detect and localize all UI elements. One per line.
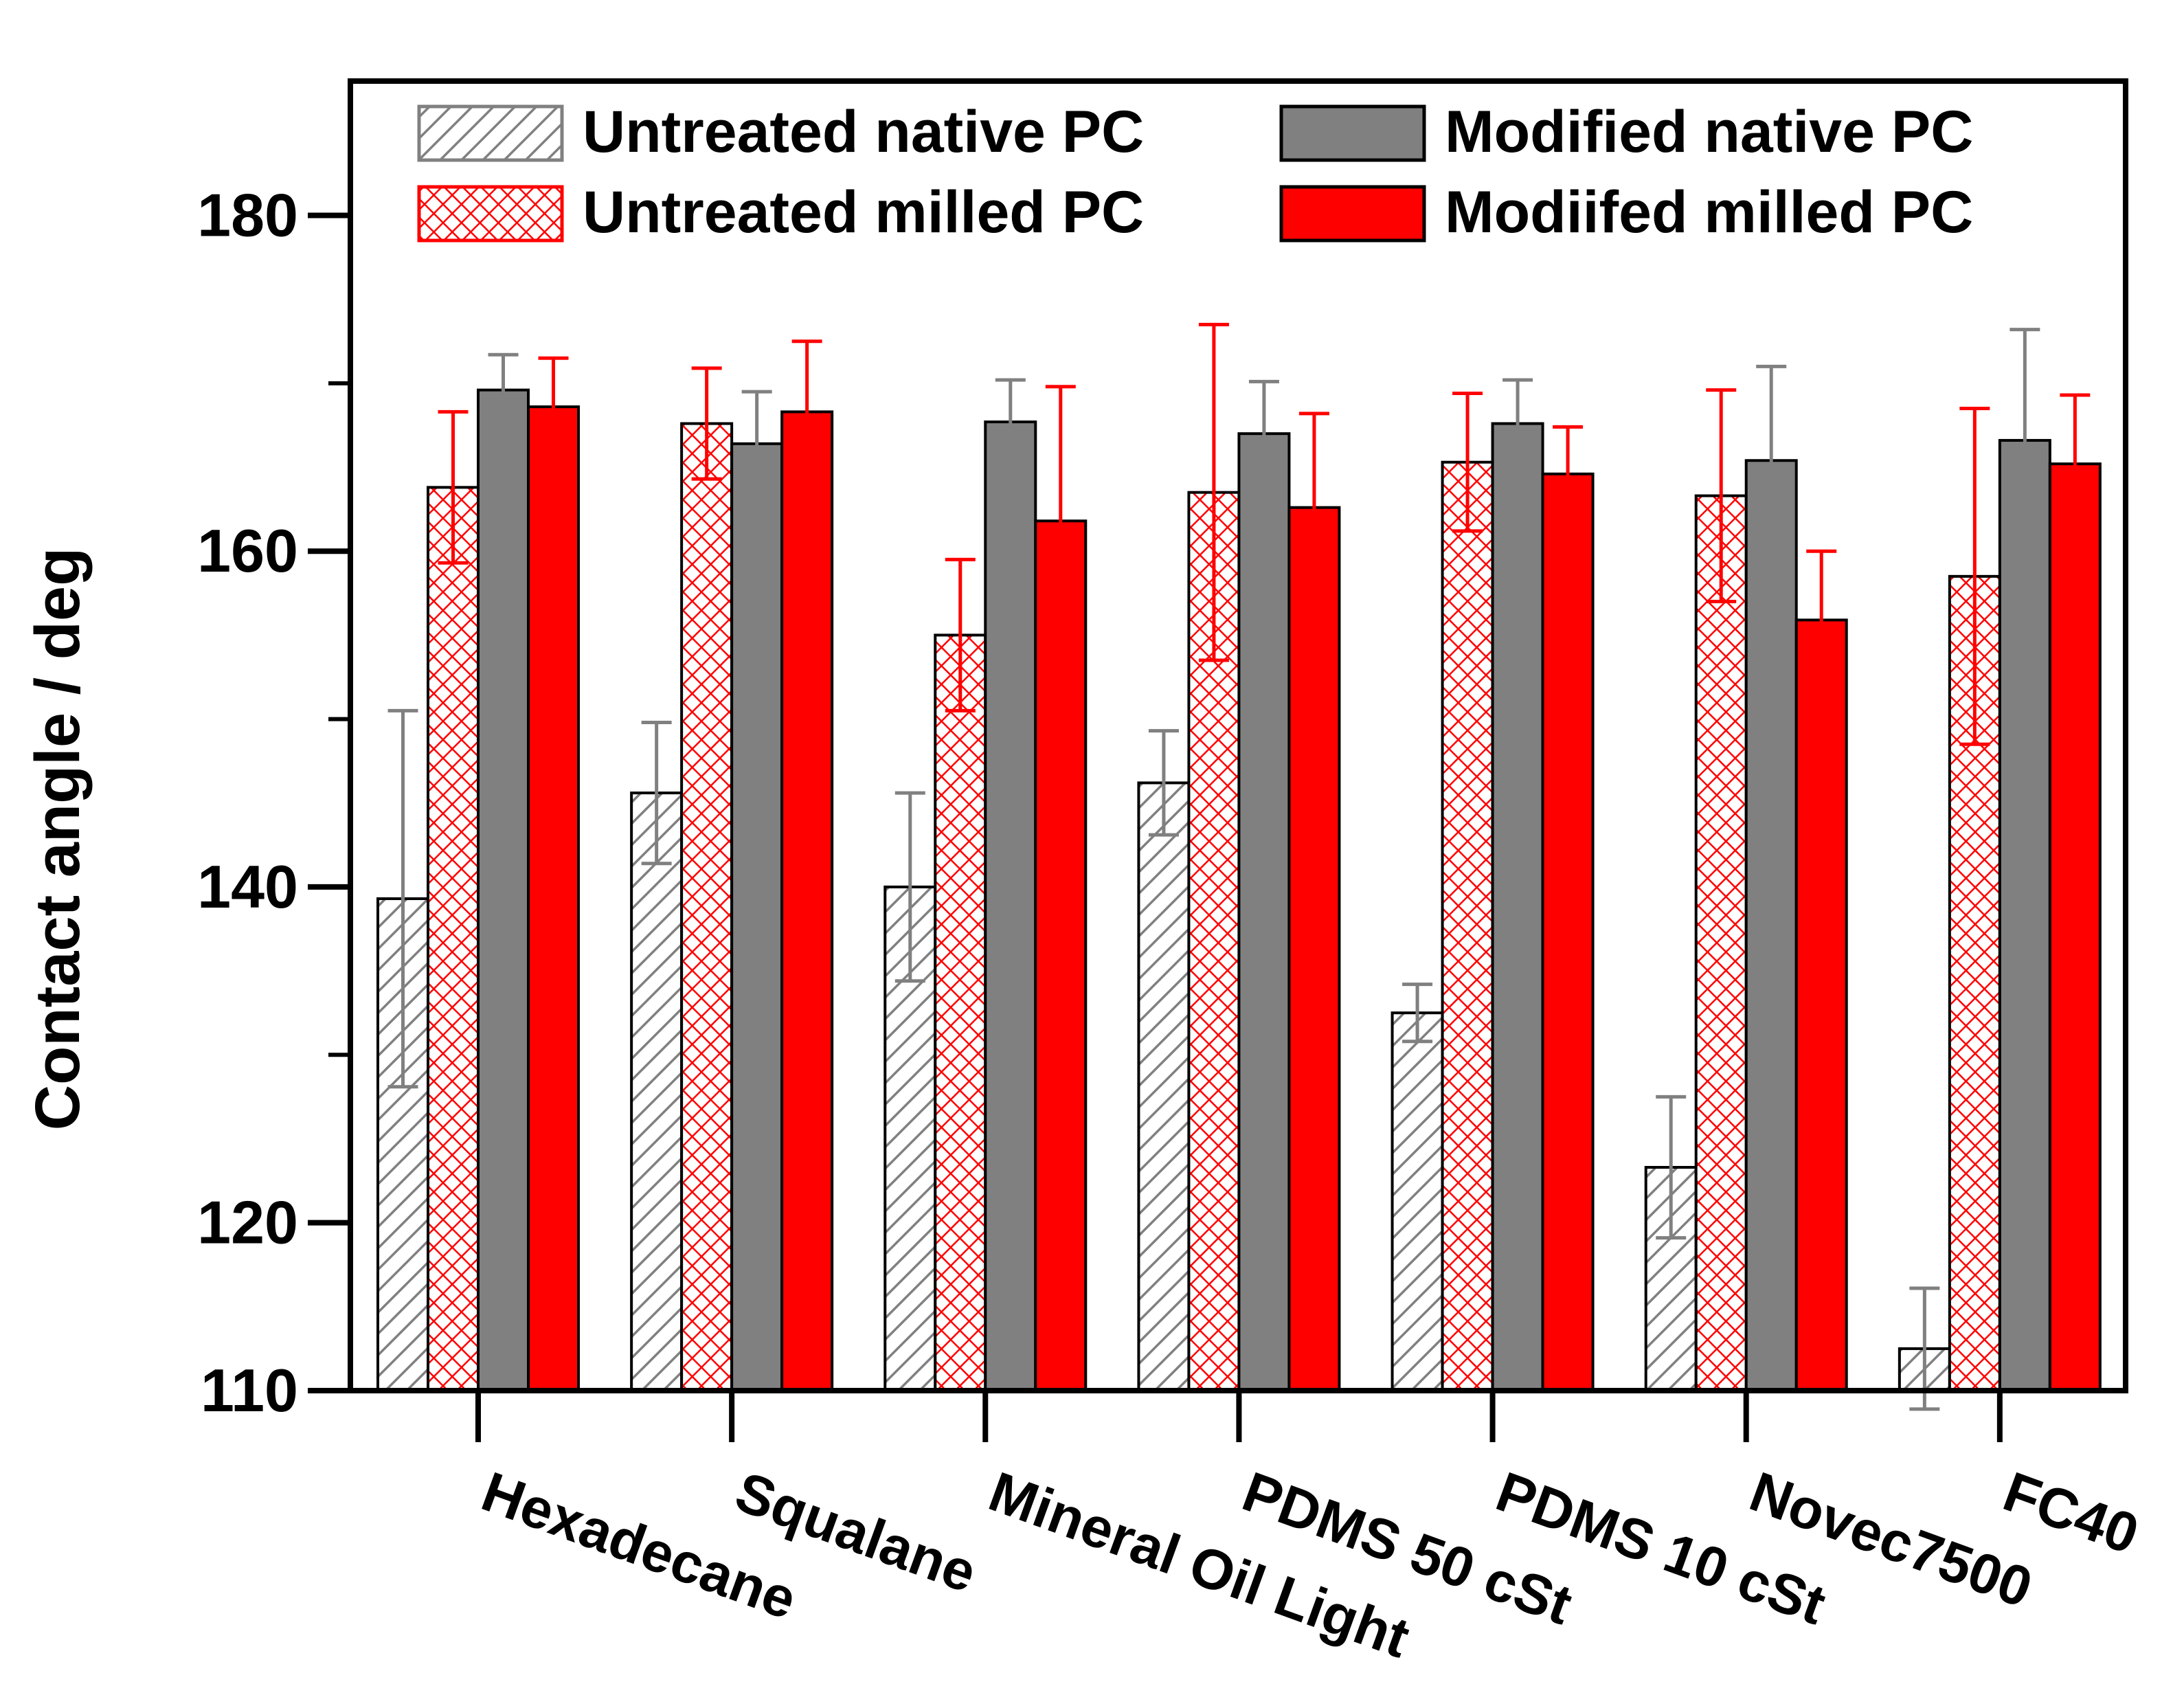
bar-4-5 <box>1541 472 1595 1392</box>
bar-1-4 <box>1137 781 1191 1392</box>
bar-4-2 <box>780 410 834 1392</box>
legend-swatch-3 <box>1279 104 1426 162</box>
legend-label-4: Modiifed milled PC <box>1445 179 1973 245</box>
bar-3-7 <box>1998 438 2051 1392</box>
bar-2-1 <box>427 486 480 1392</box>
bar-3-4 <box>1237 432 1291 1393</box>
legend-swatch-1 <box>417 104 564 162</box>
y-tick-label-140: 140 <box>197 853 298 921</box>
bar-3-3 <box>984 420 1037 1392</box>
bar-4-6 <box>1794 618 1848 1392</box>
bar-3-6 <box>1744 459 1798 1392</box>
bar-2-2 <box>680 422 734 1392</box>
bar-2-3 <box>934 633 987 1392</box>
y-tick-label-120: 120 <box>197 1189 298 1257</box>
bar-3-1 <box>477 388 530 1392</box>
bar-1-2 <box>630 792 684 1392</box>
y-tick-label-180: 180 <box>197 181 298 249</box>
error-bars-layer <box>387 322 2091 1411</box>
legend-swatch-4 <box>1279 185 1426 243</box>
bar-3-2 <box>730 442 784 1392</box>
legend: Untreated native PC Modified native PC Unt… <box>417 99 1973 245</box>
legend-label-1: Untreated native PC <box>583 99 1144 165</box>
bar-4-7 <box>2048 462 2102 1393</box>
bars-layer <box>376 388 2102 1393</box>
legend-swatch-2 <box>417 185 564 243</box>
bar-4-1 <box>527 405 580 1392</box>
legend-label-3: Modified native PC <box>1445 99 1973 165</box>
y-axis-label: Contact angle / deg <box>23 548 93 1131</box>
x-tick-label-7: FC40 <box>1996 1460 2147 1566</box>
bar-1-5 <box>1391 1011 1444 1392</box>
x-tick-label-3: Mineral Oil Light <box>981 1460 1417 1670</box>
bar-3-5 <box>1491 422 1544 1392</box>
bar-2-5 <box>1441 460 1494 1393</box>
bar-2-6 <box>1694 494 1748 1392</box>
y-tick-label-160: 160 <box>197 517 298 585</box>
y-tick-label-110: 110 <box>201 1356 298 1424</box>
bar-4-4 <box>1287 506 1341 1393</box>
legend-label-2: Untreated milled PC <box>583 179 1144 245</box>
